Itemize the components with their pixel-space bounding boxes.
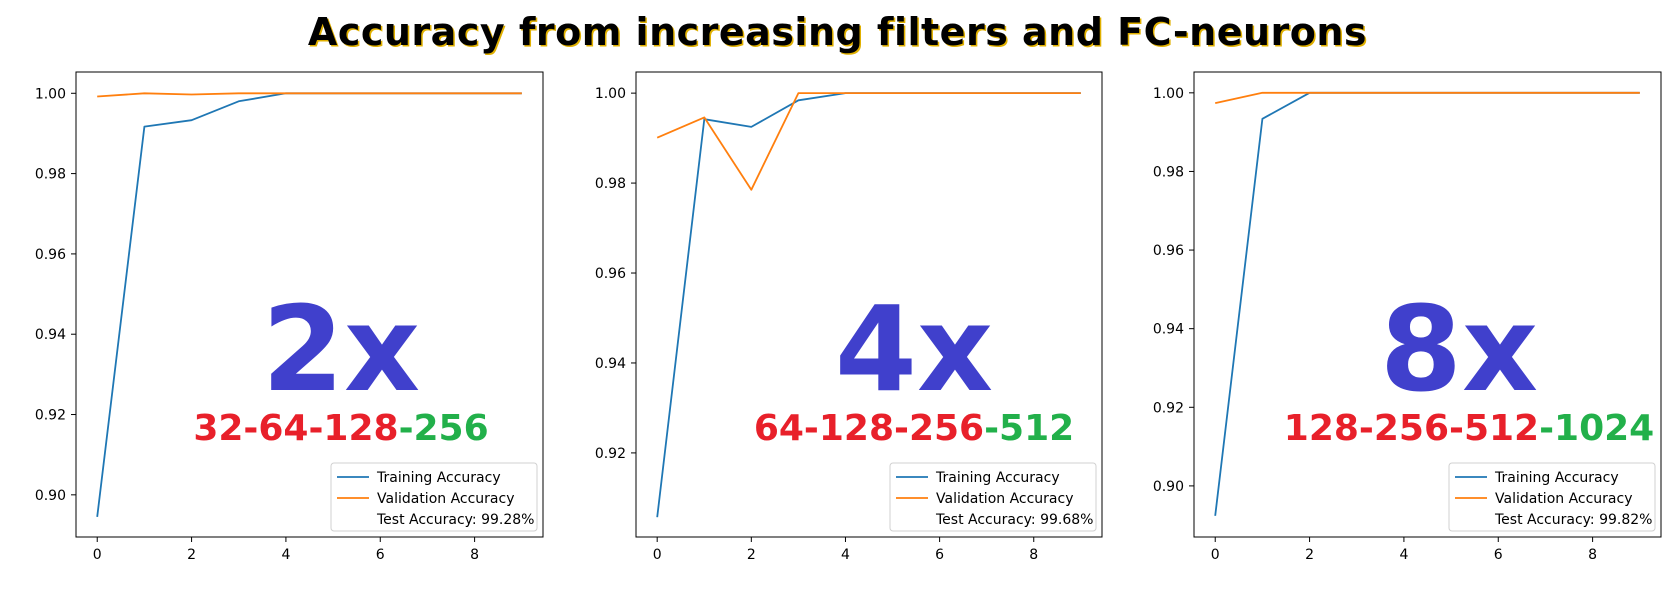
legend-entry-validation: Validation Accuracy [936,491,1074,507]
legend-entry-validation: Validation Accuracy [1495,491,1633,507]
y-tick-label: 0.96 [35,247,66,263]
legend-entry-training: Training Accuracy [935,470,1060,486]
y-tick-label: 0.92 [35,408,66,424]
y-tick-label: 0.94 [1153,322,1184,338]
x-tick-label: 2 [1305,547,1314,563]
x-tick-label: 8 [470,547,479,563]
plot-frame [635,71,1103,538]
architecture-label: 64-128-256-512 [754,408,1074,449]
y-tick-label: 0.92 [595,446,626,462]
plot-frame [1193,71,1662,538]
y-tick-label: 0.90 [1153,479,1184,495]
legend-box [889,462,1097,532]
series-line-validation [1215,91,1640,104]
figure-title: Accuracy from increasing filters and FC-… [307,10,1368,54]
x-tick-label: 2 [187,547,196,563]
x-tick-label: 0 [93,547,102,563]
plot-frame [75,71,544,538]
legend-entry-training: Training Accuracy [376,470,501,486]
x-tick-label: 0 [653,547,662,563]
x-tick-label: 4 [281,547,290,563]
x-tick-label: 4 [1399,547,1408,563]
multiplier-label: 4x [835,280,993,418]
multiplier-label: 8x [1380,280,1538,418]
legend-entry-validation: Validation Accuracy [377,491,515,507]
architecture-conv-layers: 64-128-256 [754,408,984,449]
multiplier-label: 2x [262,280,420,418]
x-tick-label: 4 [841,547,850,563]
x-tick-label: 0 [1211,547,1220,563]
y-tick-label: 0.96 [1153,243,1184,259]
architecture-fc-layer: -1024 [1539,408,1654,449]
y-tick-label: 0.90 [35,488,66,504]
legend-entry-training: Training Accuracy [1494,470,1619,486]
y-tick-label: 0.96 [595,266,626,282]
architecture-label: 32-64-128-256 [193,408,488,449]
x-tick-label: 6 [376,547,385,563]
legend-entry-test-accuracy: Test Accuracy: 99.28% [376,512,534,528]
architecture-fc-layer: -512 [984,408,1074,449]
series-line-validation [97,92,522,98]
series-line-validation [656,92,1081,191]
x-tick-label: 6 [935,547,944,563]
y-tick-label: 0.98 [1153,164,1184,180]
x-tick-label: 6 [1494,547,1503,563]
y-tick-label: 0.98 [595,176,626,192]
legend-box [330,462,538,532]
legend-box [1448,462,1656,532]
x-tick-label: 2 [747,547,756,563]
y-tick-label: 1.00 [1153,86,1184,102]
x-tick-label: 8 [1588,547,1597,563]
y-tick-label: 0.98 [35,167,66,183]
architecture-fc-layer: -256 [399,408,489,449]
y-tick-label: 1.00 [595,86,626,102]
y-tick-label: 0.94 [595,356,626,372]
y-tick-label: 1.00 [35,86,66,102]
architecture-conv-layers: 128-256-512 [1284,408,1539,449]
architecture-conv-layers: 32-64-128 [193,408,398,449]
legend-entry-test-accuracy: Test Accuracy: 99.82% [1494,512,1652,528]
y-tick-label: 0.94 [35,327,66,343]
legend-entry-test-accuracy: Test Accuracy: 99.68% [935,512,1093,528]
y-tick-label: 0.92 [1153,400,1184,416]
architecture-label: 128-256-512-1024 [1284,408,1654,449]
x-tick-label: 8 [1029,547,1038,563]
